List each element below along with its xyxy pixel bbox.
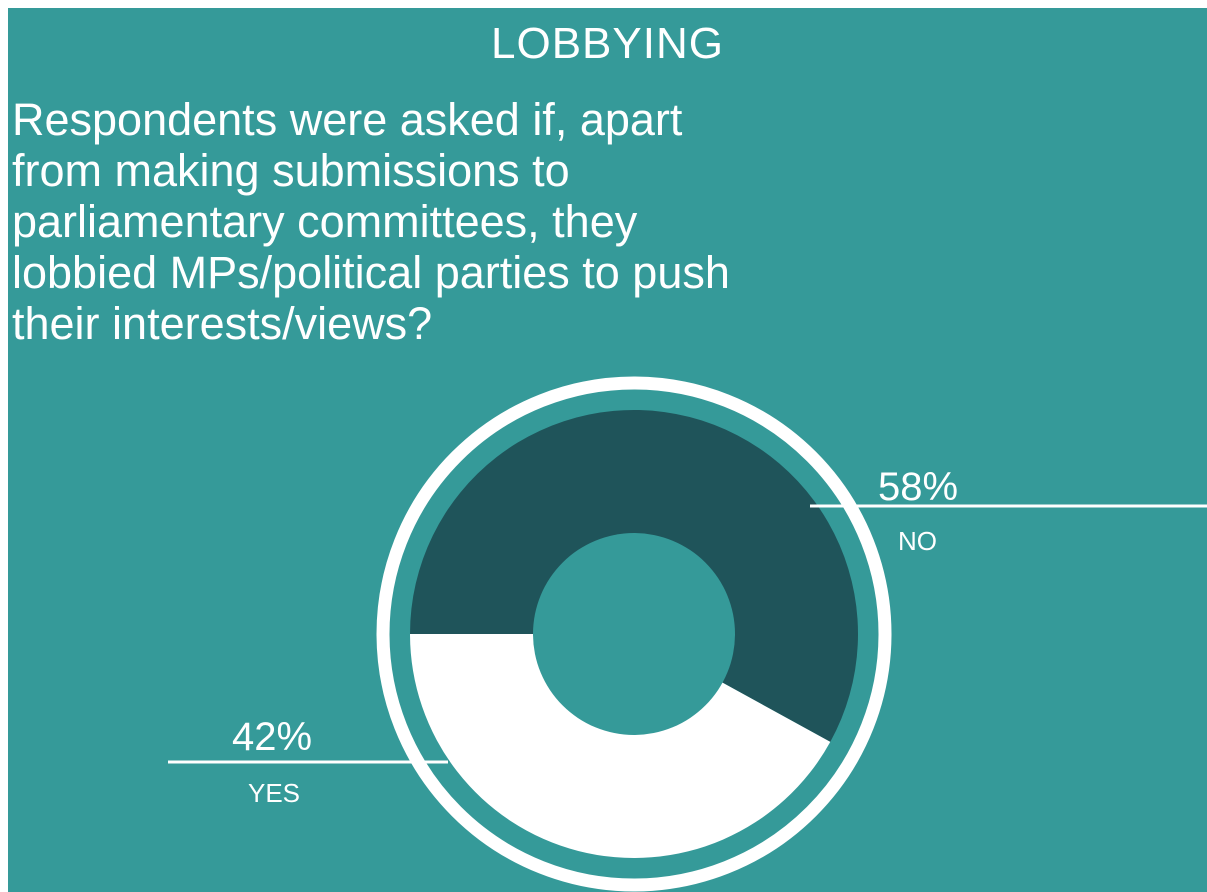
no-category-label: NO	[898, 526, 937, 556]
infographic-canvas: LOBBYING Respondents were asked if, apar…	[8, 8, 1207, 892]
chart-title: LOBBYING	[491, 19, 724, 68]
donut-chart: 58% NO 42% YES	[168, 376, 1207, 892]
donut-hole	[533, 533, 735, 735]
yes-category-label: YES	[248, 778, 300, 808]
outer-ring	[376, 376, 892, 892]
question-text: Respondents were asked if, apart from ma…	[12, 94, 730, 349]
slice-yes	[410, 634, 831, 858]
no-value-label: 58%	[878, 465, 958, 509]
yes-value-label: 42%	[232, 715, 312, 759]
